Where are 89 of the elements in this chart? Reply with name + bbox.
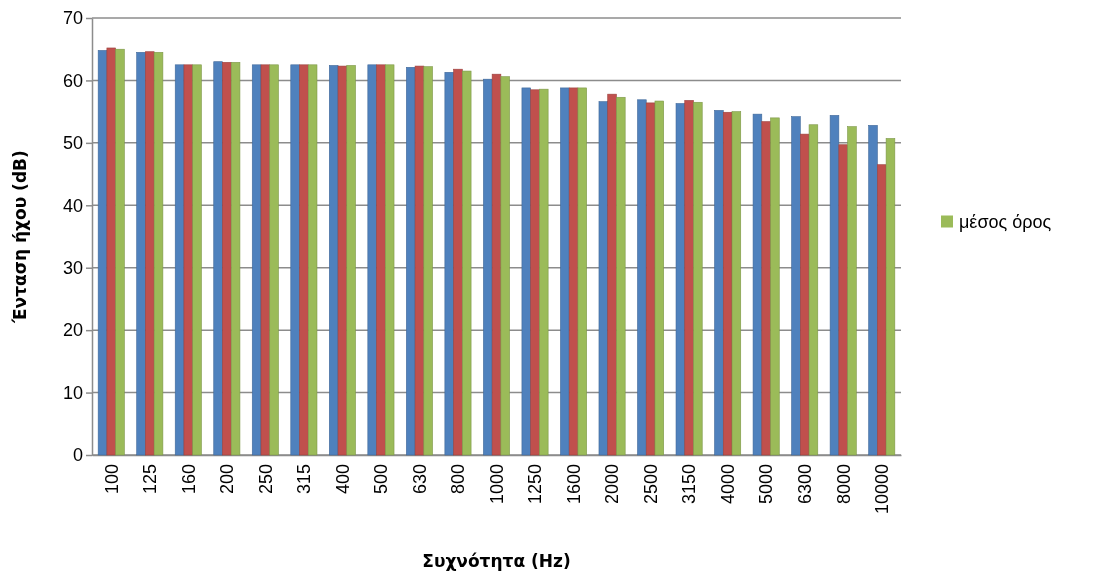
bar: [752, 113, 763, 456]
bar: [462, 70, 472, 456]
x-tick-label: 500: [371, 464, 392, 495]
bar: [521, 87, 531, 456]
x-tick-label: 8000: [833, 464, 854, 505]
bar: [770, 117, 780, 456]
bar: [675, 103, 686, 456]
bar: [560, 87, 570, 456]
bar: [290, 64, 300, 456]
bar: [115, 48, 125, 456]
x-tick-label: 400: [332, 464, 353, 495]
x-tick-label: 1600: [563, 464, 584, 505]
bar: [714, 110, 724, 456]
bar: [269, 64, 279, 456]
y-tick-label: 60: [62, 70, 83, 91]
y-tick-label: 30: [62, 257, 83, 278]
bar: [453, 68, 463, 456]
bar: [299, 64, 309, 456]
bar: [684, 100, 694, 456]
bar: [722, 111, 733, 456]
y-tick-label: 50: [62, 133, 83, 154]
bar: [868, 125, 878, 456]
bar: [530, 89, 540, 456]
x-tick-label: 5000: [756, 464, 777, 505]
bar: [414, 65, 425, 456]
bar: [539, 88, 549, 456]
bar: [637, 99, 647, 456]
bar: [444, 72, 454, 456]
x-tick-label: 2000: [602, 464, 623, 505]
x-tick-label: 10000: [872, 464, 893, 515]
bar: [222, 62, 232, 456]
y-tick-label: 40: [62, 195, 83, 216]
bar: [761, 121, 771, 456]
x-tick-label: 315: [294, 464, 315, 495]
x-tick-label: 2500: [640, 464, 661, 505]
bar: [376, 64, 386, 456]
bar: [153, 52, 164, 456]
bar: [791, 116, 801, 456]
bar: [568, 87, 579, 456]
bar: [800, 133, 810, 456]
y-tick-label: 70: [62, 8, 83, 29]
bar: [616, 96, 626, 456]
y-tick-label: 20: [62, 320, 83, 341]
bar: [307, 64, 318, 456]
x-axis-title: Συχνότητα (Hz): [422, 551, 571, 571]
bar: [192, 64, 202, 456]
bar: [213, 61, 223, 456]
y-axis-title: Ένταση ήχου (dB): [10, 150, 30, 324]
bar: [731, 111, 742, 456]
legend-label: μέσος όρος: [959, 211, 1052, 232]
bar: [808, 124, 819, 456]
x-tick-label: 250: [255, 464, 276, 495]
bar: [577, 87, 587, 456]
y-tick-label: 10: [62, 382, 83, 403]
x-tick-label: 3150: [679, 464, 700, 505]
bar: [367, 64, 377, 456]
x-tick-label: 630: [409, 464, 430, 495]
bar: [607, 93, 617, 456]
x-tick-label: 1250: [525, 464, 546, 505]
bar: [145, 51, 155, 456]
bar: [885, 138, 896, 456]
x-tick-label: 1000: [486, 464, 507, 505]
bar: [838, 144, 848, 456]
bar: [645, 102, 656, 456]
y-tick-label: 0: [72, 445, 83, 466]
bar: [500, 76, 510, 456]
x-tick-label: 160: [178, 464, 199, 495]
x-tick-label: 6300: [794, 464, 815, 505]
bar: [847, 126, 857, 456]
bar: [183, 64, 193, 456]
bar: [598, 101, 609, 456]
bar: [337, 65, 348, 456]
bar: [230, 62, 241, 456]
bar: [136, 52, 146, 456]
bar: [829, 115, 840, 456]
bar: [877, 164, 887, 456]
bar: [654, 100, 664, 456]
bar: [106, 47, 116, 456]
x-tick-label: 200: [217, 464, 238, 495]
bar: [346, 65, 356, 456]
bar: [693, 101, 703, 456]
bar: [385, 64, 395, 456]
x-tick-label: 800: [448, 464, 469, 495]
bar: [423, 66, 433, 456]
x-tick-label: 4000: [717, 464, 738, 505]
x-tick-label: 125: [140, 464, 161, 495]
bar: [491, 73, 502, 456]
bar: [260, 64, 271, 456]
x-tick-label: 100: [101, 464, 122, 495]
